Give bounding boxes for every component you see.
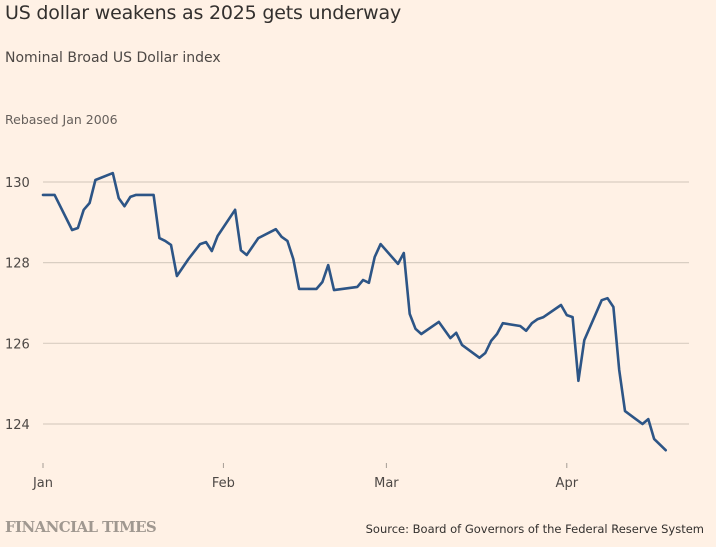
x-tick-label: Feb [212, 476, 235, 491]
y-axis: 124 126 128 130 [5, 176, 30, 433]
y-tick-label: 126 [5, 337, 30, 352]
y-tick-label: 130 [5, 176, 30, 191]
y-tick-label: 124 [5, 418, 30, 433]
series-layer [41, 171, 668, 452]
series-line [41, 171, 668, 452]
chart-title: US dollar weakens as 2025 gets underway [5, 2, 401, 24]
x-axis: Jan Feb Mar Apr [32, 463, 579, 491]
y-tick-label: 128 [5, 257, 30, 272]
source-note: Source: Board of Governors of the Federa… [365, 522, 704, 536]
ft-logo: FINANCIAL TIMES [5, 518, 157, 536]
gridlines [43, 181, 689, 425]
x-tick-label: Jan [32, 476, 53, 491]
x-tick-label: Mar [374, 476, 399, 491]
x-tick-label: Apr [556, 476, 579, 491]
chart-subtitle: Nominal Broad US Dollar index [5, 50, 221, 66]
unit-label: Rebased Jan 2006 [5, 112, 118, 127]
